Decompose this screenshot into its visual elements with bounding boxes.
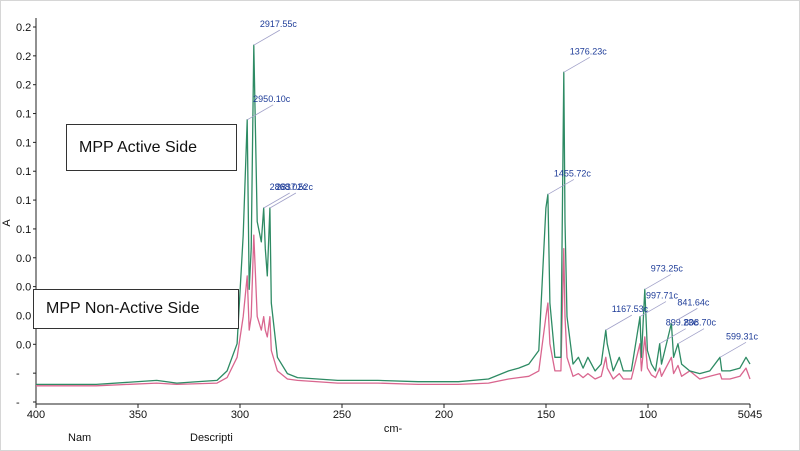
annotation-leader — [605, 314, 632, 331]
y-tick-label: 0.1 — [16, 195, 31, 207]
name-column-label: Nam — [68, 432, 92, 444]
annotation-leader — [253, 29, 281, 46]
y-tick-label: 0.1 — [16, 137, 31, 149]
peak-label: 1376.23c — [570, 46, 608, 56]
peak-label: 808.70c — [684, 318, 717, 328]
annotation-leader — [659, 328, 686, 345]
annotation-leader — [563, 56, 590, 73]
peak-label: 841.64c — [677, 297, 710, 307]
peak-label: 599.31c — [726, 331, 759, 341]
description-column-label: Descripti — [190, 432, 233, 444]
legend-item-active-side: MPP Active Side — [66, 124, 237, 171]
peak-label: 2837.52c — [276, 182, 314, 192]
y-tick-label: 0.0 — [16, 253, 31, 265]
x-tick-label: 250 — [333, 409, 351, 421]
peak-label: 2950.10c — [253, 94, 291, 104]
y-tick-label: 0.0 — [16, 339, 31, 351]
annotation-leader — [639, 301, 667, 317]
peak-label: 2868.02c — [270, 182, 308, 192]
annotation-leader — [263, 192, 290, 209]
annotation-leader — [246, 104, 274, 121]
annotation-leader — [644, 274, 672, 290]
axes: 400 350 300 250 200 150 100 5045 0.2 0.2 0.2 0.1 0.1… — [16, 18, 762, 421]
annotation-leader — [547, 179, 575, 195]
annotation-leader — [671, 308, 698, 324]
peak-label: 1167.53c — [612, 304, 649, 314]
x-tick-label: 150 — [537, 409, 555, 421]
series-line-0 — [36, 44, 751, 386]
legend-item-non-active-side: MPP Non-Active Side — [33, 289, 239, 329]
series-line-1 — [36, 234, 751, 387]
y-tick-label: 0.2 — [16, 80, 31, 92]
x-tick-label: 400 — [27, 409, 45, 421]
y-tick-label: - — [16, 397, 20, 409]
peak-label: 2917.55c — [260, 19, 298, 29]
legend-label-active-side: MPP Active Side — [79, 138, 197, 156]
peak-label: 973.25c — [651, 263, 684, 273]
series-lines — [36, 44, 751, 387]
y-tick-label: 0.1 — [16, 166, 31, 178]
y-tick-label: 0.0 — [16, 310, 31, 322]
annotation-leader — [719, 341, 747, 358]
x-axis-label: cm- — [384, 423, 403, 435]
y-axis-label: A — [1, 219, 13, 227]
x-tick-label: 100 — [639, 409, 657, 421]
peak-label: 997.71c — [646, 291, 679, 301]
x-tick-label: 5045 — [738, 409, 762, 421]
y-tick-label: 0.2 — [16, 51, 31, 63]
y-tick-label: 0.1 — [16, 109, 31, 121]
x-tick-label: 200 — [435, 409, 453, 421]
legend-label-non-active-side: MPP Non-Active Side — [46, 300, 200, 317]
peak-label: 899.23c — [666, 318, 699, 328]
annotation-leader — [677, 328, 705, 345]
y-tick-label: - — [16, 368, 20, 380]
y-tick-label: 0.0 — [16, 282, 31, 294]
y-tick-label: 0.1 — [16, 224, 31, 236]
x-tick-label: 300 — [231, 409, 249, 421]
y-tick-label: 0.2 — [16, 22, 31, 34]
peak-label: 1455.72c — [554, 168, 592, 178]
x-tick-label: 350 — [129, 409, 147, 421]
annotation-leader — [269, 192, 297, 209]
